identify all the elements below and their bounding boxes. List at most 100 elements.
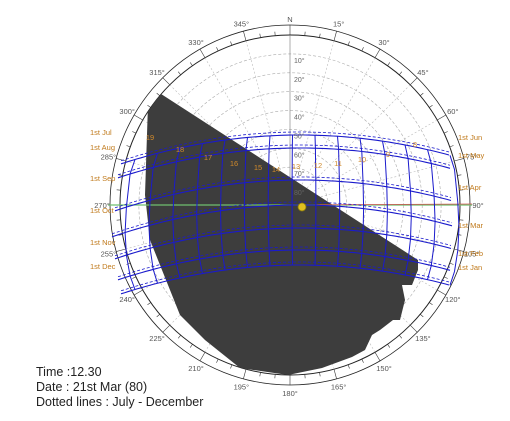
azimuth-tick (177, 335, 181, 339)
azimuth-tick (116, 158, 126, 162)
date-curve-dotted (117, 246, 451, 278)
azimuth-tick (399, 71, 403, 75)
date-curve (117, 147, 451, 179)
azimuth-tick (449, 262, 454, 265)
date-readout: Date : 21st Mar (80) (36, 380, 148, 394)
date-curve (111, 204, 453, 238)
azimuth-spoke (289, 84, 411, 206)
azimuth-tick (347, 41, 350, 46)
azimuth-tick (189, 344, 193, 348)
hour-label: 15 (254, 163, 262, 172)
azimuth-tick (189, 62, 193, 66)
altitude-label: 70° (294, 170, 305, 178)
azimuth-tick (156, 92, 160, 96)
azimuth-tick (437, 114, 447, 121)
azimuth-tick (147, 302, 151, 306)
azimuth-tick (243, 31, 247, 41)
azimuth-tick (374, 352, 381, 362)
north-label: N (287, 15, 292, 24)
hour-line (219, 140, 226, 271)
azimuth-label: 210° (188, 364, 204, 373)
azimuth-label: 195° (234, 383, 250, 392)
hour-line (196, 143, 203, 274)
date-curve (120, 264, 450, 295)
hour-line (449, 155, 460, 286)
azimuth-tick (199, 352, 206, 362)
time-readout: Time :12.30 (36, 365, 102, 379)
azimuth-label: 180° (282, 389, 298, 398)
azimuth-label: 285° (101, 152, 117, 161)
date-label-left: 1st Nov (90, 238, 116, 247)
info-panel: Time :12.30 Date : 21st Mar (80) Dotted … (36, 365, 203, 410)
azimuth-tick (133, 289, 143, 296)
azimuth-label: 165° (331, 383, 347, 392)
date-curve (114, 227, 452, 260)
date-curve-dotted (117, 144, 451, 176)
date-label-right: 1st Feb (458, 249, 483, 258)
azimuth-tick (259, 372, 261, 377)
azimuth-tick (387, 62, 391, 66)
azimuth-tick (162, 77, 171, 86)
azimuth-tick (347, 364, 350, 369)
date-curve (120, 134, 450, 165)
hour-label: 9 (386, 150, 390, 159)
azimuth-tick (230, 41, 233, 46)
azimuth-tick (133, 114, 143, 121)
azimuth-tick (361, 358, 364, 363)
date-label-right: 1st Apr (458, 183, 482, 192)
azimuth-tick (437, 289, 447, 296)
azimuth-tick (216, 358, 219, 363)
azimuth-tick (361, 47, 364, 52)
azimuth-label: 225° (149, 334, 165, 343)
hour-line (124, 159, 136, 290)
azimuth-tick (126, 145, 131, 148)
azimuth-tick (118, 234, 123, 236)
solar-noon-line (289, 203, 473, 206)
hour-label: 19 (146, 133, 154, 142)
azimuth-tick (409, 77, 418, 86)
date-curve-dotted (120, 261, 450, 292)
altitude-label: 60° (294, 151, 305, 159)
sun-path-curves (111, 131, 460, 295)
altitude-label: 50° (294, 132, 305, 140)
azimuth-label: 105° (464, 250, 480, 259)
azimuth-tick (443, 276, 448, 279)
altitude-label: 40° (294, 114, 305, 122)
azimuth-tick (387, 344, 391, 348)
sun-position-marker (297, 202, 307, 212)
azimuth-label: 345° (234, 19, 250, 28)
azimuth-tick (259, 33, 261, 38)
hour-label: 13 (292, 162, 300, 171)
date-label-left: 1st Oct (90, 206, 115, 215)
hour-line (267, 135, 271, 266)
azimuth-label: 300° (119, 107, 135, 116)
azimuth-tick (162, 324, 171, 333)
date-label-right: 1st Jan (458, 263, 482, 272)
diagram-labels: N 15° 30° 45° 60° 75° 90° 105° 120° 135° 150° 165° 1… (90, 15, 485, 398)
altitude-label: 80° (294, 189, 305, 197)
date-label-right: 1st Jun (458, 133, 482, 142)
date-curve (117, 249, 451, 281)
date-label-left: 1st Dec (90, 262, 116, 271)
hour-label: 12 (314, 161, 322, 170)
date-curve-dotted (120, 131, 450, 162)
shadow-mask (145, 92, 418, 375)
azimuth-tick (449, 145, 454, 148)
azimuth-tick (429, 302, 433, 306)
azimuth-label: 60° (447, 107, 458, 116)
legend-note: Dotted lines : July - December (36, 395, 204, 409)
azimuth-tick (399, 335, 403, 339)
hour-label: 10 (358, 155, 366, 164)
azimuth-tick (147, 104, 151, 108)
azimuth-label: 75° (466, 152, 477, 161)
azimuth-tick (429, 104, 433, 108)
azimuth-tick (156, 314, 160, 318)
azimuth-tick (374, 48, 381, 58)
azimuth-tick (457, 174, 462, 176)
azimuth-tick (319, 372, 321, 377)
date-label-right: 1st May (458, 151, 485, 160)
date-curve-dotted (114, 176, 452, 209)
azimuth-label: 255° (101, 250, 117, 259)
azimuth-tick (443, 131, 448, 134)
